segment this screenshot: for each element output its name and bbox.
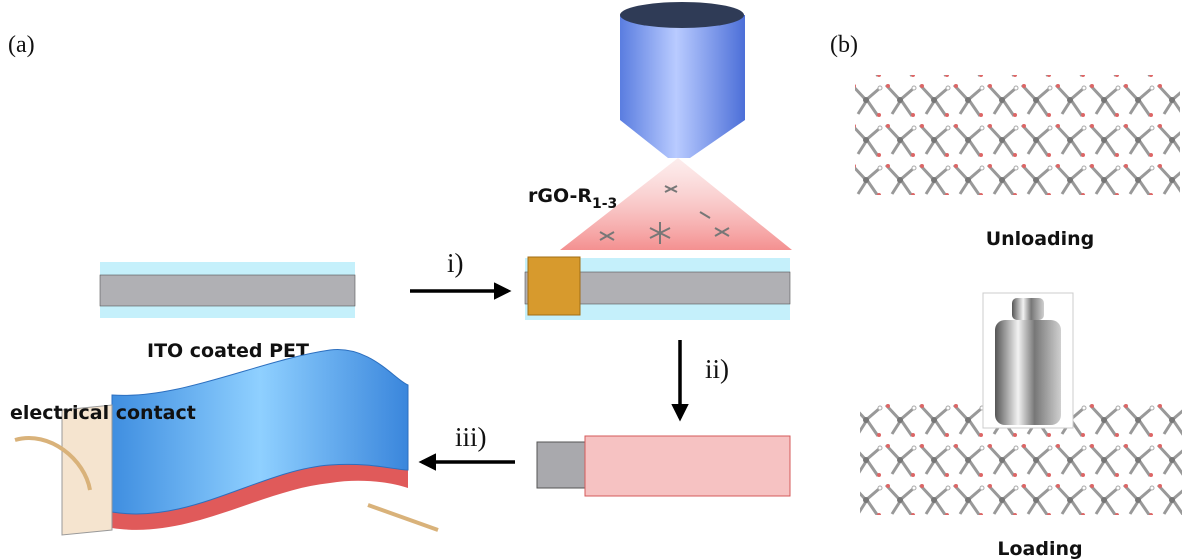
spray-nozzle [620,2,745,158]
state-label: Loading [997,538,1082,560]
step-label: i) [447,248,464,278]
panel-label: (b) [830,32,858,58]
panel-label: (a) [8,32,35,58]
contact-label: electrical contact [10,402,196,424]
molecular-layer [855,75,1180,195]
flexible-device [14,349,439,536]
substrate [99,262,356,318]
weight [982,292,1074,429]
substrate-with-contact [524,256,791,320]
step-label: iii) [455,422,487,452]
spray-cone [560,158,792,250]
state-label: Unloading [986,228,1095,250]
substrate-label: ITO coated PET [147,340,309,362]
ink-subscript: 1-3 [592,196,617,212]
ink-label: rGO-R1-3 [528,185,617,212]
ink-main: rGO-R [528,185,592,207]
step-label: ii) [705,354,729,384]
coated-substrate [536,435,791,497]
flakes [599,185,730,244]
